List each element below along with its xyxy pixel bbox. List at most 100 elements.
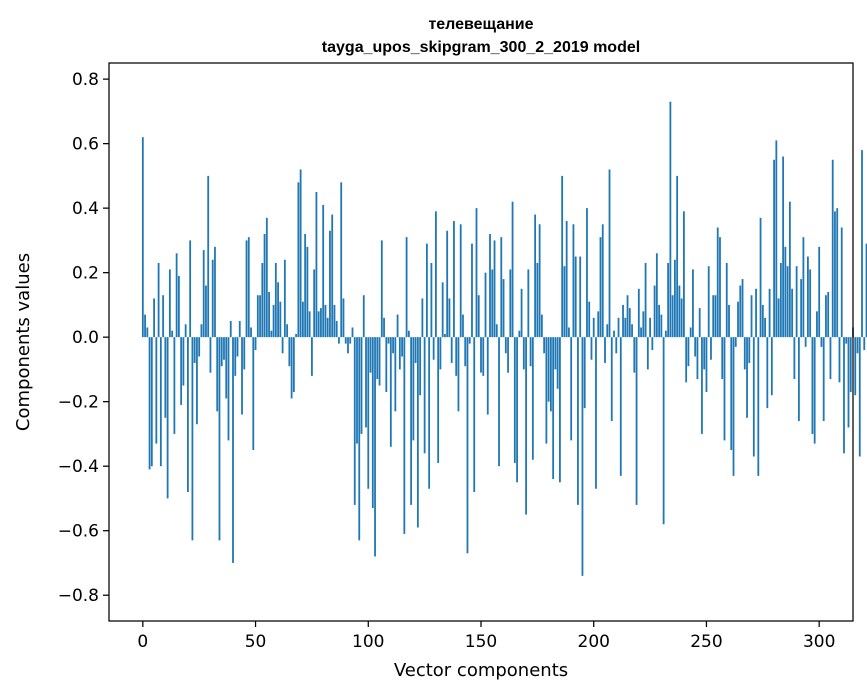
bar <box>387 337 390 344</box>
bar <box>198 337 201 357</box>
x-tick-label: 300 <box>803 632 835 652</box>
bar <box>701 337 703 434</box>
bar <box>304 233 307 338</box>
bar <box>816 311 818 338</box>
bar <box>322 204 325 338</box>
bar <box>854 337 857 396</box>
bar <box>168 269 171 338</box>
bar <box>329 230 331 338</box>
bar <box>340 182 343 338</box>
bar <box>536 262 539 338</box>
bar <box>692 269 694 338</box>
bar <box>218 337 221 541</box>
bar <box>254 337 257 351</box>
bar <box>653 285 656 338</box>
bar <box>768 288 771 338</box>
bar <box>782 156 785 338</box>
bar <box>592 317 595 338</box>
bar <box>277 282 279 338</box>
bar <box>822 337 825 422</box>
bar <box>570 337 573 441</box>
bar <box>793 337 796 380</box>
bar <box>631 324 633 338</box>
bar <box>522 337 525 370</box>
bar <box>259 295 261 338</box>
bar <box>678 285 681 338</box>
bar <box>658 304 661 338</box>
bar <box>256 295 259 338</box>
bar <box>617 317 620 338</box>
bar <box>205 285 207 338</box>
bar <box>362 295 365 338</box>
bar <box>554 337 557 370</box>
bar <box>561 175 564 338</box>
bar <box>549 337 552 412</box>
bar <box>590 337 593 360</box>
bar <box>777 298 780 338</box>
bar <box>716 227 719 338</box>
y-axis-label: Components values <box>13 253 34 431</box>
bar <box>651 337 654 351</box>
bar <box>831 159 834 338</box>
bar <box>579 256 582 338</box>
bar <box>347 337 349 354</box>
bar <box>374 337 376 557</box>
bar <box>182 337 185 386</box>
bar <box>247 237 250 338</box>
bar <box>662 337 665 525</box>
bar <box>504 337 507 354</box>
bar <box>640 327 642 338</box>
bar <box>604 337 606 363</box>
bar <box>687 337 690 367</box>
bar <box>784 246 787 338</box>
bar <box>265 217 268 338</box>
bar <box>202 250 205 338</box>
bar <box>371 337 374 509</box>
bar <box>468 337 471 344</box>
bar <box>667 262 670 338</box>
bar <box>290 337 293 399</box>
bar <box>211 259 214 338</box>
bar <box>439 337 442 370</box>
bar <box>737 301 739 338</box>
bar <box>757 337 760 476</box>
bar <box>748 337 751 363</box>
bar <box>547 337 550 402</box>
bar <box>410 337 413 505</box>
bar <box>721 337 724 380</box>
bar <box>295 333 298 338</box>
bar <box>606 324 609 338</box>
bar <box>144 314 146 338</box>
bar <box>241 337 243 415</box>
bar <box>741 279 744 338</box>
bar <box>446 230 449 338</box>
bar <box>392 337 394 354</box>
bar <box>450 337 453 363</box>
bar <box>268 292 270 338</box>
bar <box>759 217 762 338</box>
bar <box>683 211 685 338</box>
bar <box>419 337 422 396</box>
bar <box>274 262 277 338</box>
bar <box>159 337 162 467</box>
bar <box>193 337 196 363</box>
bar <box>845 337 848 344</box>
bar <box>597 311 600 338</box>
bar <box>173 337 176 434</box>
bar <box>827 292 830 338</box>
bar <box>473 337 476 492</box>
x-tick-label: 50 <box>245 632 267 652</box>
bar <box>599 237 602 338</box>
bar <box>843 337 845 454</box>
bar <box>335 321 338 338</box>
bar <box>376 337 379 380</box>
bar <box>574 256 577 338</box>
y-tick-label: 0.6 <box>72 135 99 155</box>
bar <box>858 337 861 457</box>
bar <box>389 337 392 447</box>
bar <box>466 337 469 554</box>
bar <box>286 324 289 338</box>
bar <box>378 337 381 386</box>
bar <box>714 295 717 338</box>
